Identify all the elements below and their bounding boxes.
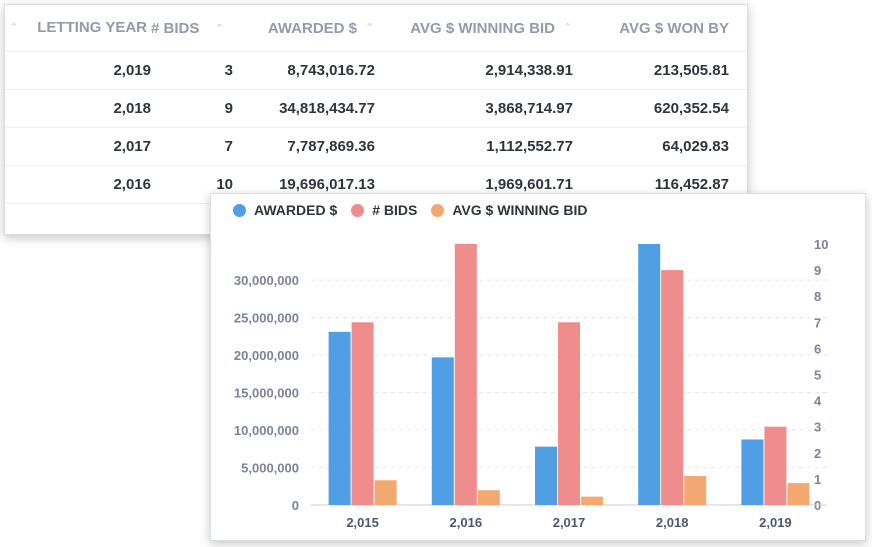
bar-bids bbox=[558, 322, 580, 505]
y-tick-label-left: 15,000,000 bbox=[234, 386, 299, 401]
y-tick-label-right: 1 bbox=[814, 472, 821, 487]
table-cell: 3,868,714.97 bbox=[375, 89, 573, 128]
bar-avg-winning-bid bbox=[477, 490, 500, 505]
table-cell: 64,029.83 bbox=[573, 127, 747, 166]
column-header-bids[interactable]: # BIDS ⌃ bbox=[151, 19, 225, 37]
legend-item-bids[interactable]: # BIDS bbox=[351, 202, 417, 218]
bar-awarded bbox=[328, 331, 351, 505]
y-tick-label-right: 5 bbox=[814, 368, 821, 383]
table-cell: 9 bbox=[151, 89, 233, 128]
column-header-awarded[interactable]: AWARDED $ ⌃ bbox=[267, 19, 375, 37]
bar-bids bbox=[764, 426, 787, 505]
y-tick-label-left: 5,000,000 bbox=[241, 461, 299, 476]
legend-swatch bbox=[431, 203, 445, 217]
y-tick-label-right: 9 bbox=[814, 263, 821, 278]
y-tick-label-left: 25,000,000 bbox=[234, 311, 299, 326]
y-tick-label-left: 0 bbox=[292, 498, 299, 513]
column-header-avg-winning-bid[interactable]: AVG $ WINNING BID ⌃ bbox=[410, 19, 573, 37]
legend-swatch bbox=[233, 203, 246, 217]
table-cell: 34,818,434.77 bbox=[233, 89, 375, 128]
bar-bids bbox=[454, 244, 477, 505]
y-tick-label-left: 30,000,000 bbox=[234, 273, 299, 288]
table-cell: 2,914,338.91 bbox=[375, 51, 573, 90]
sort-icon[interactable]: ⌃ bbox=[365, 21, 375, 34]
bar-awarded bbox=[741, 439, 764, 505]
table-cell: 7,787,869.36 bbox=[233, 127, 375, 166]
legend-item-awarded[interactable]: AWARDED $ bbox=[233, 202, 337, 218]
y-tick-label-right: 4 bbox=[814, 394, 822, 409]
y-tick-label-right: 3 bbox=[814, 420, 821, 435]
table-cell: 2,017 bbox=[5, 127, 151, 166]
table-cell: 7 bbox=[151, 127, 233, 166]
table-cell: 213,505.81 bbox=[573, 51, 747, 90]
column-header-avg-won-by[interactable]: AVG $ WON BY bbox=[619, 19, 729, 37]
legend-item-avg-winning-bid[interactable]: AVG $ WINNING BID bbox=[431, 202, 587, 218]
table-row: 2,017 7 7,787,869.36 1,112,552.77 64,029… bbox=[5, 127, 747, 166]
table-row: 2,019 3 8,743,016.72 2,914,338.91 213,50… bbox=[5, 51, 747, 90]
y-tick-label-right: 10 bbox=[814, 237, 828, 252]
x-tick-label: 2,015 bbox=[346, 515, 379, 530]
sort-icon[interactable]: ⌃ bbox=[9, 22, 19, 35]
bar-avg-winning-bid bbox=[787, 483, 810, 505]
y-tick-label-left: 20,000,000 bbox=[234, 348, 299, 363]
y-tick-label-right: 7 bbox=[814, 315, 821, 330]
legend-label: # BIDS bbox=[372, 202, 418, 218]
x-tick-label: 2,016 bbox=[450, 515, 483, 530]
legend-label: AWARDED $ bbox=[254, 202, 338, 218]
sort-icon[interactable]: ⌃ bbox=[215, 23, 225, 35]
y-tick-label-left: 10,000,000 bbox=[234, 423, 299, 438]
table-cell: 1,112,552.77 bbox=[375, 127, 573, 166]
column-header-letting-year[interactable]: ⌃ LETTING YEAR bbox=[9, 18, 147, 36]
legend-swatch bbox=[351, 203, 365, 217]
bar-avg-winning-bid bbox=[581, 496, 603, 505]
table-cell: 8,743,016.72 bbox=[233, 51, 375, 90]
bar-bids bbox=[351, 322, 374, 505]
chart-legend: AWARDED $ # BIDS AVG $ WINNING BID bbox=[233, 202, 601, 218]
bar-avg-winning-bid bbox=[374, 480, 397, 505]
table-cell: 2,018 bbox=[5, 89, 151, 128]
y-tick-label-right: 6 bbox=[814, 341, 821, 356]
legend-label: AVG $ WINNING BID bbox=[452, 202, 588, 218]
table-cell: 2,016 bbox=[5, 165, 151, 204]
chart-card: AWARDED $ # BIDS AVG $ WINNING BID 0 5,00… bbox=[210, 193, 866, 541]
y-tick-label-right: 2 bbox=[814, 446, 821, 461]
bar-awarded bbox=[431, 357, 454, 505]
table-cell: 2,019 bbox=[5, 51, 151, 90]
x-tick-label: 2,018 bbox=[656, 515, 689, 530]
table-row: 2,018 9 34,818,434.77 3,868,714.97 620,3… bbox=[5, 89, 747, 128]
x-tick-label: 2,017 bbox=[553, 515, 586, 530]
x-tick-label: 2,019 bbox=[759, 515, 792, 530]
sort-icon[interactable]: ⌃ bbox=[563, 21, 573, 34]
bar-bids bbox=[661, 270, 684, 505]
table-cell: 620,352.54 bbox=[573, 89, 747, 128]
bar-avg-winning-bid bbox=[684, 476, 707, 505]
table-header-row: ⌃ LETTING YEAR # BIDS ⌃ AWARDED $ ⌃ AVG $ W… bbox=[5, 5, 747, 52]
bar-chart: 0 5,000,000 10,000,000 15,000,000 20,000,000… bbox=[234, 237, 829, 530]
bar-awarded bbox=[535, 446, 557, 505]
bar-awarded bbox=[638, 244, 661, 505]
y-tick-label-right: 8 bbox=[814, 289, 821, 304]
table-cell: 3 bbox=[151, 51, 233, 90]
